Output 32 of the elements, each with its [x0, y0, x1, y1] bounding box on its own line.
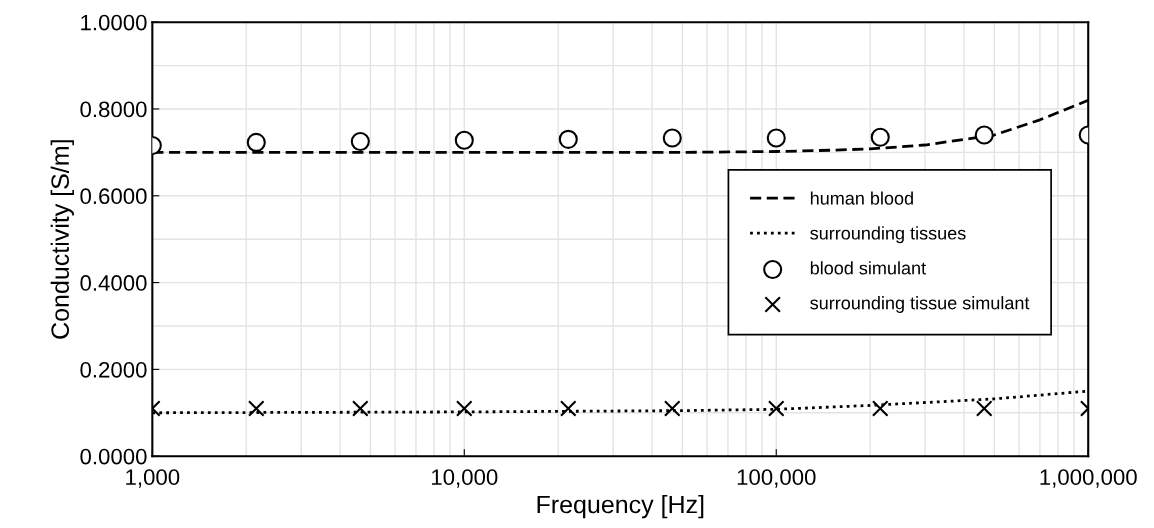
y-tick-label: 0.4000 — [80, 275, 147, 291]
point — [247, 400, 265, 417]
legend-label: surrounding tissues — [810, 226, 966, 244]
point — [766, 128, 786, 148]
x-tick-label: 10,000 — [432, 469, 498, 488]
point — [662, 128, 682, 148]
point — [350, 131, 370, 152]
point — [870, 127, 890, 147]
point — [559, 400, 577, 417]
point — [246, 132, 266, 152]
legend-label: blood simulant — [810, 261, 926, 275]
y-tick-label: 0.6000 — [80, 188, 147, 205]
x-tick-label: 1,000 — [126, 469, 180, 488]
y-tick-label: 0.0000 — [80, 448, 147, 465]
y-tick-label: 1.0000 — [81, 14, 147, 31]
legend-label: surrounding tissue simulant — [810, 296, 1030, 313]
point — [351, 400, 369, 417]
point — [455, 400, 473, 417]
x-tick-label: 100,000 — [737, 469, 816, 488]
point — [975, 400, 993, 417]
point — [974, 125, 994, 145]
y-axis-title: Conductivity [S/m] — [50, 140, 74, 339]
x-tick-label: 1,000,000 — [1040, 469, 1137, 488]
y-tick-label: 0.2000 — [80, 361, 147, 378]
point — [767, 400, 785, 417]
x-axis-title: Frequency [Hz] — [537, 494, 704, 519]
legend-label: human blood — [810, 191, 913, 205]
point — [663, 400, 681, 417]
y-tick-label: 0.8000 — [80, 101, 147, 118]
point — [454, 130, 474, 150]
point — [558, 129, 578, 149]
point — [871, 400, 889, 417]
